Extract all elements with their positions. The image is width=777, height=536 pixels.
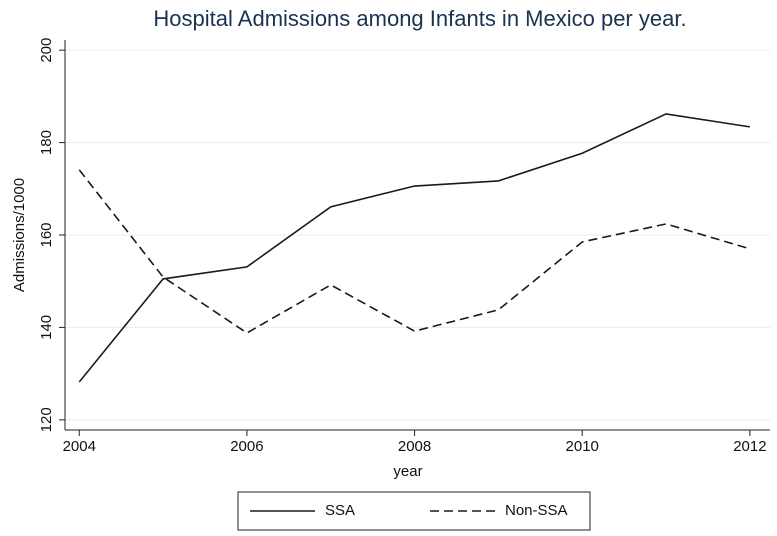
legend-label: SSA	[325, 502, 355, 519]
y-tick-label: 180	[38, 130, 55, 155]
y-tick-label: 120	[38, 407, 55, 432]
line-series	[78, 169, 751, 334]
chart-title: Hospital Admissions among Infants in Mex…	[153, 6, 686, 31]
x-tick-label: 2008	[398, 438, 431, 455]
x-tick-label: 2012	[733, 438, 766, 455]
y-tick-label: 160	[38, 222, 55, 247]
y-tick-label: 200	[38, 38, 55, 63]
x-tick-label: 2010	[566, 438, 599, 455]
x-axis-label: year	[393, 463, 422, 480]
legend-label: Non-SSA	[505, 502, 568, 519]
line-series	[78, 113, 751, 383]
y-tick-label: 140	[38, 315, 55, 340]
legend-box	[237, 491, 591, 531]
x-tick-label: 2004	[63, 438, 96, 455]
x-tick-label: 2006	[230, 438, 263, 455]
y-axis-label: Admissions/1000	[11, 178, 28, 292]
